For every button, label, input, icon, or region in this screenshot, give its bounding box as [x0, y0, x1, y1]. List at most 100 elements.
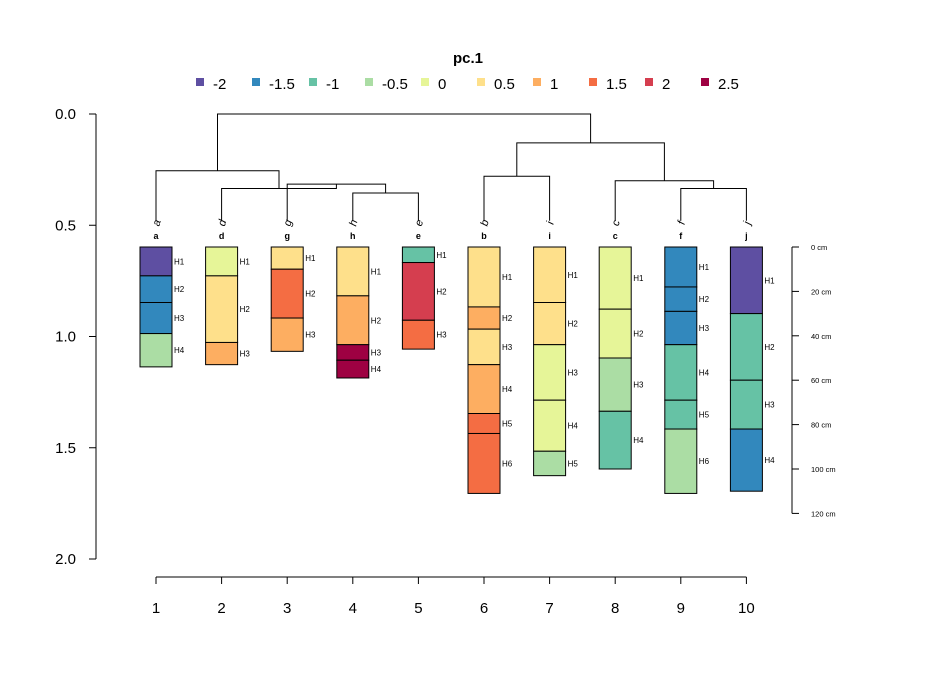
horizon-h-H3 — [336, 344, 370, 361]
dendrogram-leaf-label-0: a — [151, 219, 164, 228]
horizon-h-H1 — [336, 246, 370, 297]
profile-id-f: f — [679, 231, 683, 241]
dendrogram-leaf-label-5: b — [479, 219, 492, 228]
horizon-c-H3 — [598, 357, 632, 412]
legend-swatch-0 — [196, 78, 204, 86]
horizon-c-H4 — [598, 410, 632, 470]
horizon-label-c-H1: H1 — [633, 274, 644, 283]
horizon-label-i-H4: H4 — [568, 422, 579, 431]
horizon-d-H3 — [205, 341, 239, 366]
legend-label-5: 0.5 — [494, 76, 515, 93]
horizon-label-c-H2: H2 — [633, 330, 644, 339]
x-tick-label-1: 2 — [217, 600, 225, 617]
horizon-label-c-H3: H3 — [633, 381, 644, 390]
horizon-label-b-H4: H4 — [502, 385, 513, 394]
horizon-b-H2 — [467, 306, 501, 330]
legend-label-2: -1 — [326, 76, 339, 93]
horizon-label-i-H2: H2 — [568, 320, 579, 329]
horizon-b-H6 — [467, 432, 501, 494]
horizon-label-e-H3: H3 — [436, 331, 447, 340]
x-tick-label-0: 1 — [152, 600, 160, 617]
dendrogram-branch-6 — [614, 180, 715, 221]
horizon-label-i-H1: H1 — [568, 271, 579, 280]
horizon-label-d-H1: H1 — [240, 257, 251, 266]
depth-label-4: 80 cm — [811, 421, 831, 430]
horizon-a-H4 — [139, 333, 173, 368]
y-tick-label-1: 0.5 — [55, 217, 76, 234]
horizon-label-h-H3: H3 — [371, 348, 382, 357]
dendrogram-branch-8 — [217, 113, 592, 171]
depth-label-6: 120 cm — [811, 509, 836, 518]
horizon-c-H2 — [598, 308, 632, 359]
horizon-h-H4 — [336, 359, 370, 379]
legend-label-4: 0 — [438, 76, 446, 93]
horizon-label-d-H2: H2 — [240, 305, 251, 314]
horizon-label-b-H2: H2 — [502, 314, 513, 323]
horizon-e-H2 — [401, 262, 435, 321]
dendrogram-branch-3 — [155, 170, 280, 221]
legend-label-6: 1 — [550, 76, 558, 93]
legend-swatch-1 — [252, 78, 260, 86]
legend-swatch-3 — [365, 78, 373, 86]
horizon-label-b-H3: H3 — [502, 343, 513, 352]
horizon-a-H3 — [139, 302, 173, 335]
depth-label-3: 60 cm — [811, 376, 831, 385]
legend-label-7: 1.5 — [606, 76, 627, 93]
depth-label-2: 40 cm — [811, 332, 831, 341]
horizon-i-H3 — [533, 344, 567, 401]
profile-columns: a H1 H2 H3 H4 d H1 H2 H3 g H1 H2 H3 h H1 H2 H3 H4 e H1 H2 H3 b… — [139, 231, 775, 494]
legend-swatch-5 — [477, 78, 485, 86]
dendrogram-leaf-label-3: h — [347, 219, 360, 228]
y-tick-label-2: 1.0 — [55, 329, 76, 346]
profile-id-b: b — [481, 231, 487, 241]
horizon-label-g-H1: H1 — [305, 254, 316, 263]
horizon-label-e-H2: H2 — [436, 287, 447, 296]
horizon-e-H1 — [401, 246, 435, 264]
dendrogram-leaf-label-1: d — [216, 218, 229, 228]
dendrogram-branch-7 — [516, 142, 665, 181]
horizon-j-H4 — [729, 428, 763, 492]
horizon-i-H2 — [533, 302, 567, 346]
horizon-label-h-H4: H4 — [371, 365, 382, 374]
horizon-label-b-H6: H6 — [502, 459, 513, 468]
horizon-label-g-H3: H3 — [305, 331, 316, 340]
legend-swatch-8 — [645, 78, 653, 86]
horizon-label-g-H2: H2 — [305, 290, 316, 299]
legend-label-0: -2 — [213, 76, 226, 93]
horizon-label-f-H3: H3 — [699, 324, 710, 333]
x-tick-label-5: 6 — [480, 600, 488, 617]
legend: -2 -1.5 -1 -0.5 0 0.5 1 1.5 2 2.5 — [196, 76, 739, 93]
horizon-label-f-H2: H2 — [699, 295, 710, 304]
dendrogram-leaf-label-8: f — [676, 219, 689, 226]
legend-label-9: 2.5 — [718, 76, 739, 93]
horizon-i-H5 — [533, 450, 567, 477]
x-axis: 1 2 3 4 5 6 7 8 9 10 — [152, 576, 755, 617]
horizon-label-d-H3: H3 — [240, 350, 251, 359]
y-axis: 0.0 0.5 1.0 1.5 2.0 — [55, 106, 97, 568]
y-tick-label-4: 2.0 — [55, 551, 76, 568]
legend-label-8: 2 — [662, 76, 670, 93]
horizon-label-j-H4: H4 — [764, 456, 775, 465]
horizon-j-H1 — [729, 246, 763, 315]
legend-label-3: -0.5 — [382, 76, 408, 93]
dendrogram-leaf-label-6: i — [545, 220, 557, 226]
horizon-b-H3 — [467, 328, 501, 366]
dendrogram-branch-1 — [286, 183, 387, 221]
profile-id-j: j — [744, 231, 748, 241]
x-tick-label-7: 8 — [611, 600, 619, 617]
legend-label-1: -1.5 — [269, 76, 295, 93]
dendrogram-leaf-label-7: c — [610, 218, 623, 227]
horizon-label-h-H2: H2 — [371, 316, 382, 325]
profile-id-a: a — [153, 231, 159, 241]
horizon-label-f-H4: H4 — [699, 368, 710, 377]
horizon-j-H3 — [729, 379, 763, 430]
horizon-label-a-H3: H3 — [174, 314, 185, 323]
horizon-g-H3 — [270, 317, 304, 352]
profile-id-h: h — [350, 231, 356, 241]
x-tick-label-8: 9 — [677, 600, 685, 617]
horizon-f-H3 — [664, 310, 698, 346]
horizon-d-H1 — [205, 246, 239, 277]
y-tick-label-3: 1.5 — [55, 440, 76, 457]
horizon-label-e-H1: H1 — [436, 251, 447, 260]
horizon-j-H2 — [729, 313, 763, 381]
